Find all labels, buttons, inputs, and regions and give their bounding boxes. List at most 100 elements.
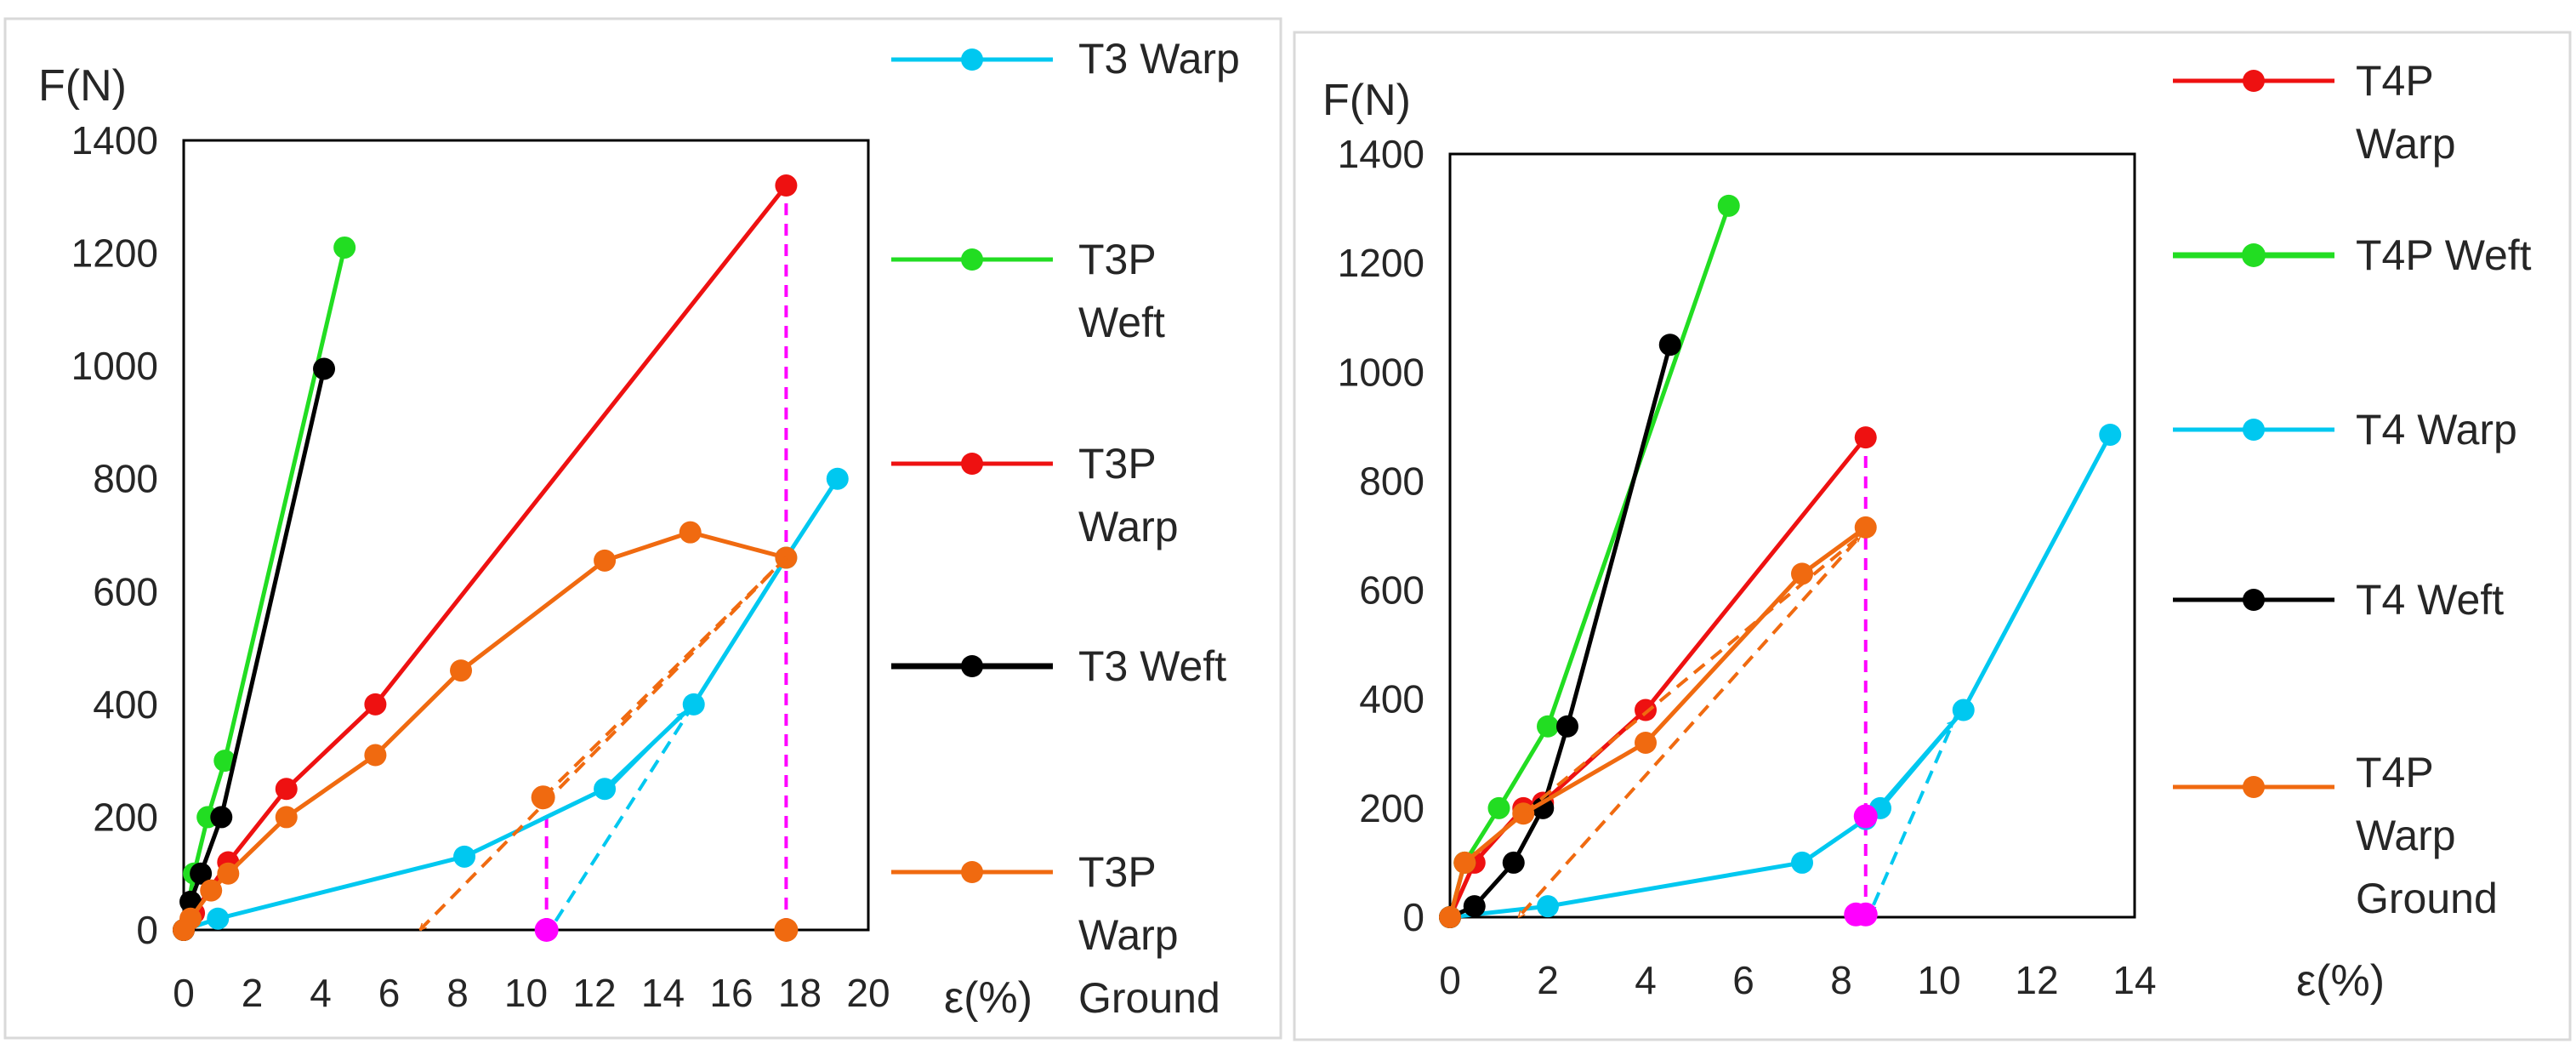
legend-label: T4 Warp: [2356, 406, 2517, 453]
legend-label-line: T4P: [2356, 57, 2433, 105]
data-point-t3p-warp-ground: [200, 879, 223, 902]
x-tick-label: 12: [2015, 958, 2058, 1002]
legend-label: T4P Weft: [2356, 231, 2532, 279]
data-point-t4p-warp: [1635, 699, 1657, 721]
data-point-t4p-warp-ground: [1791, 562, 1813, 585]
chart-left: F(N) ε(%) 0 200 400 600 800 1000 1200 1400 0 2 4 6…: [38, 35, 1240, 1023]
data-point-t3p-warp: [775, 174, 798, 197]
y-tick-label: 1200: [71, 231, 158, 276]
y-axis-label-left: F(N): [38, 61, 127, 111]
legend-left: T3 Warp T3P Weft T3P Warp: [891, 35, 1240, 1022]
x-tick-label: 4: [310, 971, 332, 1015]
highlight-point: [1853, 902, 1878, 927]
legend-label-line: Warp: [2356, 812, 2456, 859]
x-tick-label: 20: [846, 971, 890, 1015]
data-point-t3-weft: [190, 862, 213, 885]
x-tick-label: 12: [572, 971, 616, 1015]
data-point-t4p-weft: [1537, 715, 1559, 738]
y-tick-label: 0: [1402, 895, 1424, 939]
legend-marker: [2243, 419, 2265, 441]
chart-right: F(N) ε(%) 0 200 400 600 800 1000 1200 1400 0 2 4 6…: [1322, 57, 2532, 1006]
data-point-t4p-warp-ground: [1854, 516, 1877, 539]
x-tick-label: 6: [1732, 958, 1754, 1002]
x-tick-label: 2: [1537, 958, 1559, 1002]
x-tick-label: 10: [1917, 958, 1960, 1002]
y-tick-label: 800: [93, 457, 158, 501]
y-tick-label: 200: [1359, 786, 1424, 830]
data-point-t4-warp: [1791, 851, 1813, 874]
annotation-arrow: [418, 556, 788, 932]
data-point-t4p-warp-ground: [1453, 851, 1476, 874]
series-line-t4-warp: [1449, 433, 2113, 920]
y-tick-label: 0: [136, 908, 158, 952]
legend-label: T3 Weft: [1078, 642, 1226, 690]
legend-item-t4-warp: T4 Warp: [2173, 406, 2517, 453]
x-ticks-right: 0 2 4 6 8 10 12 14: [1439, 958, 2156, 1002]
legend-item-t4p-warp: T4P Warp: [2173, 57, 2456, 168]
data-point-t3p-warp: [275, 778, 298, 801]
data-point-t3p-warp-ground: [179, 907, 202, 930]
legend-label-line: Warp: [1078, 503, 1179, 550]
y-tick-label: 800: [1359, 459, 1424, 503]
data-point-t3p-warp-ground: [217, 862, 240, 885]
legend-label: T3P Weft: [1078, 236, 1168, 346]
data-point-t4p-weft: [1487, 796, 1510, 819]
annotation-arrow: [1868, 720, 1955, 818]
x-tick-label: 8: [446, 971, 469, 1015]
y-tick-label: 1000: [71, 344, 158, 388]
x-tick-label: 10: [504, 971, 548, 1015]
data-point-t3-weft: [313, 357, 336, 380]
x-ticks-left: 0 2 4 6 8 10 12 14 16 18 20: [173, 971, 890, 1015]
series-right: [1439, 194, 2122, 928]
legend-marker: [2243, 776, 2265, 798]
legend-marker: [961, 453, 983, 475]
x-tick-label: 18: [778, 971, 822, 1015]
data-point-t3-weft: [210, 806, 233, 829]
data-point-t4p-warp-ground: [1439, 906, 1461, 928]
legend-right: T4P Warp T4P Weft T4 Warp T4 Weft: [2173, 57, 2532, 922]
y-tick-label: 1200: [1338, 241, 1424, 285]
data-point-t3-weft: [179, 890, 202, 913]
legend-label: T4P Warp: [2356, 57, 2456, 168]
series-line-t4p-warp: [1447, 436, 1868, 919]
data-point-t3p-warp-ground: [450, 659, 473, 682]
data-point-t4p-warp: [1854, 426, 1877, 449]
data-point-t4-warp: [2099, 423, 2122, 446]
points-right: [1844, 804, 1878, 927]
legend-item-t4-weft: T4 Weft: [2173, 576, 2504, 624]
annotation-arrow: [548, 703, 696, 930]
data-point-t3-warp: [453, 845, 476, 868]
legend-label-line: T3P: [1078, 848, 1156, 896]
x-tick-label: 4: [1635, 958, 1657, 1002]
annotation-arrow: [1517, 539, 1857, 919]
series-left: [173, 174, 849, 941]
series-line-t3p-warp-ground: [181, 530, 788, 932]
legend-marker: [2243, 70, 2265, 92]
y-ticks-left: 0 200 400 600 800 1000 1200 1400: [71, 118, 158, 952]
data-point-t4-warp: [1537, 895, 1559, 918]
data-point-t4-weft: [1532, 796, 1555, 819]
x-tick-label: 0: [173, 971, 195, 1015]
x-tick-label: 6: [378, 971, 401, 1015]
data-point-t4p-warp-ground: [1635, 731, 1657, 754]
guides-left: [544, 185, 788, 930]
y-tick-label: 200: [93, 795, 158, 839]
highlight-point: [534, 918, 559, 942]
legend-label: T4 Weft: [2356, 576, 2504, 624]
data-point-t3p-weft: [213, 750, 236, 773]
annotation-arrow: [1868, 709, 1960, 912]
x-axis-label-left: ε(%): [944, 973, 1032, 1023]
legend-item-t3p-weft: T3P Weft: [891, 236, 1168, 346]
legend-item-t4p-warp-ground: T4P Warp Ground: [2173, 749, 2498, 922]
data-point-t3p-warp-ground: [364, 744, 387, 767]
data-point-t4-weft: [1502, 851, 1525, 874]
data-point-t4-weft: [1556, 715, 1578, 738]
legend-item-t3p-warp-ground: T3P Warp Ground: [891, 848, 1220, 1022]
y-axis-label-right: F(N): [1322, 76, 1411, 125]
data-point-t3-warp: [826, 467, 849, 490]
legend-item-t3-weft: T3 Weft: [891, 642, 1226, 690]
highlight-point: [774, 918, 799, 942]
legend-label: T4P Warp Ground: [2356, 749, 2498, 922]
legend-item-t3p-warp: T3P Warp: [891, 440, 1179, 550]
legend-label-line: T3P: [1078, 440, 1156, 488]
